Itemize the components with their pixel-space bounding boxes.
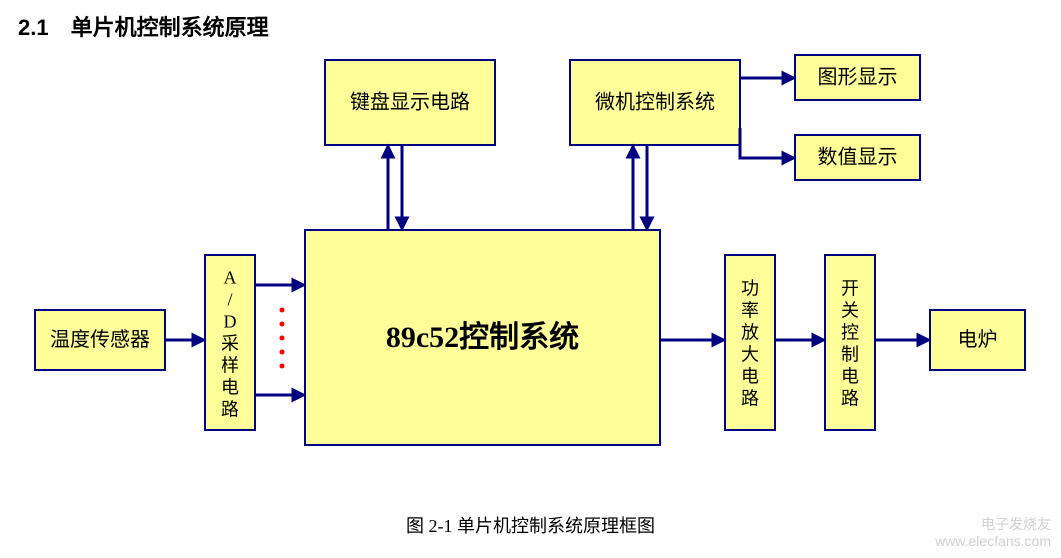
svg-text:路: 路 xyxy=(741,389,759,409)
svg-text:大: 大 xyxy=(741,345,759,365)
svg-text:控: 控 xyxy=(841,323,859,343)
svg-text:功: 功 xyxy=(741,279,759,299)
figure-caption: 图 2-1 单片机控制系统原理框图 xyxy=(0,512,1061,538)
svg-text:图形显示: 图形显示 xyxy=(818,66,898,89)
svg-text:89c52控制系统: 89c52控制系统 xyxy=(386,320,579,354)
block-diagram: 键盘显示电路微机控制系统图形显示数值显示温度传感器A/D采样电路89c52控制系… xyxy=(0,0,1061,558)
page-root: { "heading": { "number": "2.1", "title":… xyxy=(0,0,1061,558)
svg-text:放: 放 xyxy=(741,323,759,343)
svg-text:路: 路 xyxy=(841,389,859,409)
svg-text:电: 电 xyxy=(221,378,239,398)
svg-text:电炉: 电炉 xyxy=(958,328,998,351)
watermark-line1: 电子发烧友 xyxy=(935,516,1051,533)
svg-text:样: 样 xyxy=(221,356,239,376)
svg-text:开: 开 xyxy=(841,279,859,299)
svg-text:A: A xyxy=(224,268,237,288)
svg-text:数值显示: 数值显示 xyxy=(818,146,898,169)
svg-text:采: 采 xyxy=(221,334,239,354)
svg-text:电: 电 xyxy=(841,367,859,387)
svg-text:制: 制 xyxy=(841,345,859,365)
watermark-line2: www.elecfans.com xyxy=(935,533,1051,550)
svg-text:微机控制系统: 微机控制系统 xyxy=(595,91,715,114)
svg-text:键盘显示电路: 键盘显示电路 xyxy=(350,91,470,114)
watermark: 电子发烧友 www.elecfans.com xyxy=(935,516,1051,550)
svg-text:路: 路 xyxy=(221,400,239,420)
svg-text:电: 电 xyxy=(741,367,759,387)
svg-text:D: D xyxy=(224,312,237,332)
svg-text:率: 率 xyxy=(741,301,759,321)
svg-text:关: 关 xyxy=(841,301,859,321)
svg-text:/: / xyxy=(227,290,232,310)
svg-text:温度传感器: 温度传感器 xyxy=(50,328,150,351)
